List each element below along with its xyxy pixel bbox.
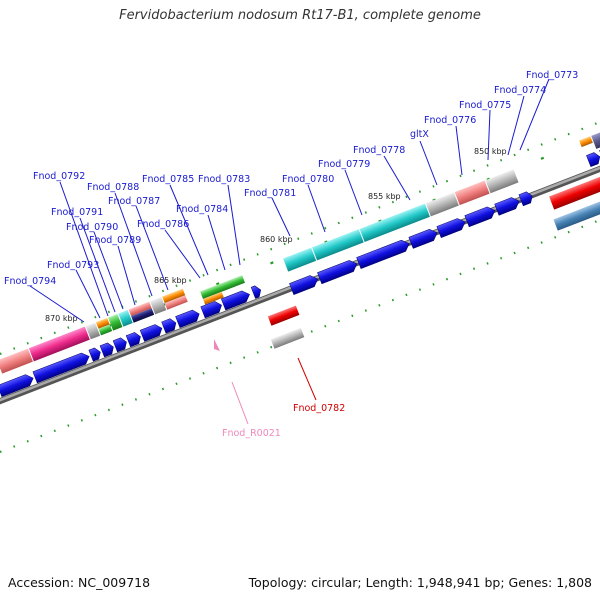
- feature-box: [131, 308, 155, 323]
- kbp-labels: 850 kbp 855 kbp 860 kbp 865 kbp 870 kbp: [45, 147, 507, 323]
- gene-label-fnod-0786[interactable]: Fnod_0786: [137, 219, 189, 230]
- gene-label-fnod-0773[interactable]: Fnod_0773: [526, 70, 578, 81]
- feature-box: [0, 348, 33, 374]
- feature-box-red: [267, 305, 300, 326]
- feature-box: [270, 327, 305, 349]
- feature-box: [118, 310, 133, 327]
- gene-labels: Fnod_0773 Fnod_0774 Fnod_0775 Fnod_0776 …: [4, 70, 578, 287]
- feature-box: [485, 169, 519, 194]
- gene-label-fnod-0794[interactable]: Fnod_0794: [4, 276, 56, 287]
- gene-label-fnod-0791[interactable]: Fnod_0791: [51, 207, 103, 218]
- feature-box: [553, 197, 600, 231]
- rna-feature-mark: [214, 339, 220, 351]
- gene-label-fnod-0784[interactable]: Fnod_0784: [176, 204, 228, 215]
- gene-label-fnod-0783[interactable]: Fnod_0783: [198, 174, 250, 185]
- feature-box: [164, 295, 188, 310]
- feature-box: [359, 203, 430, 242]
- gene-label-fnod-0790[interactable]: Fnod_0790: [66, 222, 118, 233]
- forward-arrow-row: [0, 140, 600, 397]
- accession-text: Accession: NC_009718: [8, 575, 151, 590]
- gene-label-fnod-0780[interactable]: Fnod_0780: [282, 174, 334, 185]
- feature-box: [108, 313, 123, 331]
- gene-label-fnod-0781[interactable]: Fnod_0781: [244, 188, 296, 199]
- feature-box: [200, 275, 245, 299]
- gene-label-fnod-0792[interactable]: Fnod_0792: [33, 171, 85, 182]
- feature-box: [28, 326, 90, 362]
- feature-box: [150, 297, 167, 315]
- red-label-leader: [297, 357, 317, 401]
- feature-box-red: [549, 174, 600, 210]
- feature-box: [162, 288, 186, 304]
- gene-label-fnod-0785[interactable]: Fnod_0785: [142, 174, 194, 185]
- gene-label-fnod-0775[interactable]: Fnod_0775: [459, 100, 511, 111]
- kbp-label: 860 kbp: [260, 235, 293, 244]
- feature-box: [579, 136, 593, 148]
- map-title: Fervidobacterium nodosum Rt17-B1, comple…: [119, 8, 481, 23]
- feature-box: [95, 317, 110, 329]
- gene-label-fnod-r0021[interactable]: Fnod_R0021: [222, 428, 281, 439]
- feature-box: [85, 322, 101, 340]
- gene-label-fnod-0787[interactable]: Fnod_0787: [108, 196, 160, 207]
- feature-box: [98, 324, 113, 336]
- gene-label-fnod-0793[interactable]: Fnod_0793: [47, 260, 99, 271]
- kbp-label: 870 kbp: [45, 314, 78, 323]
- feature-box: [312, 229, 364, 261]
- kbp-label: 855 kbp: [368, 192, 401, 201]
- gene-label-fnod-0782[interactable]: Fnod_0782: [293, 403, 345, 414]
- gene-label-fnod-0776[interactable]: Fnod_0776: [424, 115, 476, 126]
- gene-label-fnod-0778[interactable]: Fnod_0778: [353, 145, 405, 156]
- feature-box: [128, 301, 152, 317]
- feature-box: [203, 291, 224, 305]
- gene-label-fnod-0788[interactable]: Fnod_0788: [87, 182, 139, 193]
- kbp-label: 850 kbp: [474, 147, 507, 156]
- feature-box: [591, 128, 600, 149]
- gene-label-gltx[interactable]: gltX: [410, 129, 429, 140]
- gene-label-fnod-0779[interactable]: Fnod_0779: [318, 159, 370, 170]
- label-leaders: [29, 78, 550, 323]
- gene-label-fnod-0789[interactable]: Fnod_0789: [89, 235, 141, 246]
- gene-label-fnod-0774[interactable]: Fnod_0774: [494, 85, 546, 96]
- rna-label-leader: [231, 381, 249, 425]
- genome-summary-text: Topology: circular; Length: 1,948,941 bp…: [248, 575, 592, 590]
- feature-box: [425, 192, 459, 217]
- kbp-label: 865 kbp: [154, 276, 187, 285]
- feature-box: [283, 247, 317, 272]
- feature-box: [454, 180, 490, 206]
- forward-feature-row: [0, 128, 600, 374]
